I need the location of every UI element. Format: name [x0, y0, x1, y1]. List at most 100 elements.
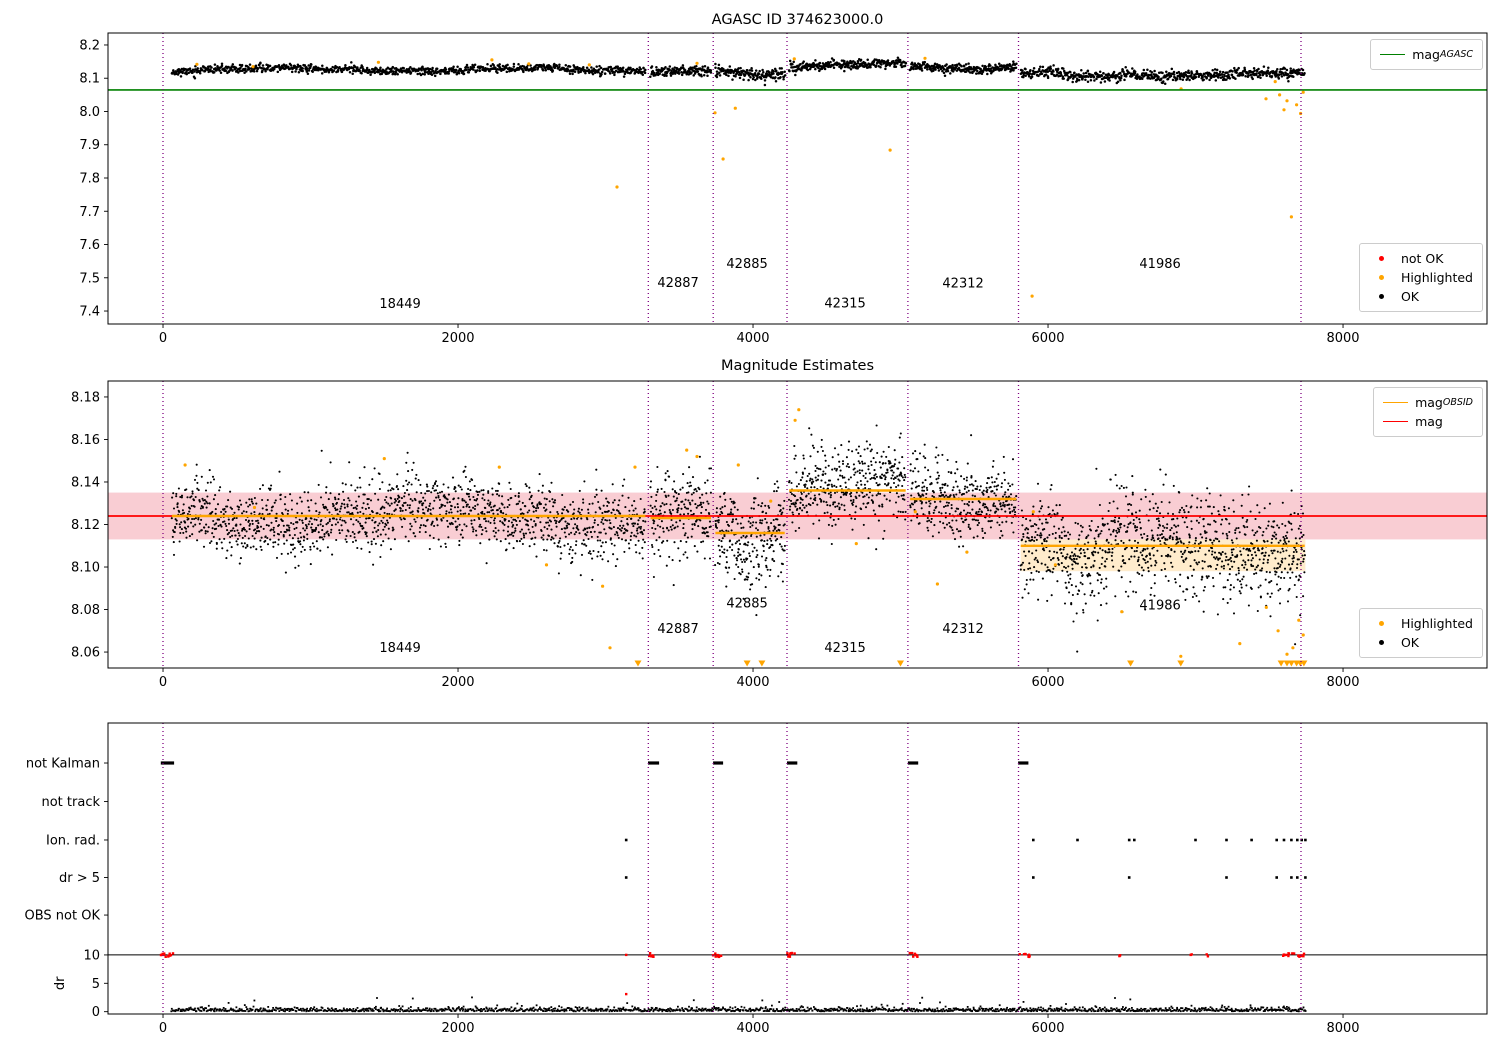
magnitude-estimates-chart: 0 2000 4000 6000 8000 8.18 8.16 8.14 8.12 8.10 8.0…	[71, 380, 1488, 690]
dr-gt5-marks	[624, 876, 1307, 879]
flag-category-label: not Kalman	[26, 757, 100, 772]
y-tick-label: 8.06	[71, 646, 100, 661]
legend-label: mag	[1412, 47, 1440, 62]
orange-dot-swatch	[1378, 621, 1384, 626]
x-tick-label: 0	[159, 675, 167, 690]
clipped-low-marker	[1277, 660, 1285, 667]
y-tick-label: 7.8	[79, 172, 100, 187]
y-axis-ticks: 8.2 8.1 8.0 7.9 7.8 7.7 7.6 7.5 7.4	[79, 38, 108, 320]
agasc-mags-chart: 0 2000 4000 6000 8000 8.2 8.1 8.0 7.9 7.8 7.7 7.6 7.…	[79, 32, 1488, 346]
dr-tick-label: 5	[92, 977, 100, 992]
legend-item: OK	[1369, 287, 1473, 306]
legend-mags-points: not OK Highlighted OK	[1358, 243, 1483, 312]
y-tick-label: 7.4	[79, 305, 100, 320]
legend-item: not OK	[1369, 249, 1473, 268]
dr-points	[170, 996, 1307, 1013]
clipped-low-marker	[897, 660, 904, 667]
obsid-label: 42312	[942, 277, 983, 292]
x-tick-label: 2000	[441, 331, 474, 346]
legend-mag-agasc: mag AGASC	[1370, 39, 1483, 70]
legend-label: mag	[1415, 414, 1443, 429]
x-tick-label: 4000	[736, 331, 769, 346]
green-line-swatch	[1380, 54, 1406, 55]
ion-rad-marks	[624, 838, 1307, 842]
obsid-divider-lines	[162, 33, 1302, 324]
x-tick-label: 6000	[1031, 1021, 1064, 1036]
orange-dot-swatch	[1378, 275, 1384, 280]
legend-item: mag AGASC	[1380, 45, 1473, 64]
y-tick-label: 8.16	[71, 433, 100, 448]
flags-chart: not Kalman not track Ion. rad. dr > 5 OBS no…	[25, 722, 1488, 1036]
y-tick-label: 7.9	[79, 138, 100, 153]
y-tick-label: 8.2	[79, 38, 100, 53]
x-tick-label: 6000	[1031, 331, 1064, 346]
legend-label: not OK	[1400, 251, 1444, 266]
obsid-label: 41986	[1139, 599, 1180, 614]
x-tick-label: 2000	[441, 1021, 474, 1036]
red-dot-swatch	[1378, 256, 1384, 261]
y-axis-ticks: 8.18 8.16 8.14 8.12 8.10 8.08 8.06	[71, 390, 108, 661]
obsid-label: 18449	[379, 297, 420, 312]
clipped-low-marker	[1300, 660, 1308, 667]
legend-item: OK	[1369, 633, 1473, 652]
legend-estimates-lines: mag OBSID mag	[1373, 387, 1483, 437]
obsid-label: 42315	[824, 297, 865, 312]
flag-category-label: Ion. rad.	[46, 833, 100, 848]
dr-tick-label: 0	[92, 1005, 100, 1020]
flag-category-label: dr > 5	[59, 871, 100, 886]
x-tick-label: 8000	[1326, 1021, 1359, 1036]
x-tick-label: 0	[159, 331, 167, 346]
legend-item: Highlighted	[1369, 614, 1473, 633]
ok-points	[170, 56, 1306, 87]
x-tick-label: 8000	[1326, 331, 1359, 346]
axes-spine	[107, 722, 1488, 1015]
legend-item: Highlighted	[1369, 268, 1473, 287]
clipped-low-marker	[758, 660, 766, 667]
y-tick-label: 8.18	[71, 390, 100, 405]
y-tick-label: 8.12	[71, 518, 100, 533]
x-axis-ticks: 0 2000 4000 6000 8000	[159, 668, 1360, 690]
legend-label: mag	[1415, 395, 1443, 410]
y-tick-label: 8.14	[71, 475, 100, 490]
obsid-label: 18449	[379, 641, 420, 656]
legend-label: Highlighted	[1400, 616, 1473, 631]
obsid-label: 42887	[657, 622, 698, 637]
flag-category-label: not track	[41, 795, 100, 810]
ok-points	[170, 424, 1306, 653]
dr-10-red-points	[159, 951, 1306, 996]
legend-estimates-points: Highlighted OK	[1358, 608, 1483, 658]
y-tick-label: 8.08	[71, 603, 100, 618]
dr-axis-label: dr	[53, 976, 68, 990]
clipped-low-marker	[1287, 660, 1295, 667]
y-tick-label: 7.7	[79, 205, 100, 220]
legend-label-subscript: AGASC	[1439, 49, 1473, 60]
legend-label-subscript: OBSID	[1442, 397, 1473, 408]
black-dot-swatch	[1378, 640, 1384, 645]
obsid-label: 42885	[726, 596, 767, 611]
y-tick-label: 8.1	[79, 72, 100, 87]
clipped-low-marker	[1177, 660, 1185, 667]
legend-item: mag OBSID	[1383, 393, 1473, 412]
obsid-label: 42885	[726, 257, 767, 272]
clipped-low-marker	[1127, 660, 1135, 667]
y-tick-label: 7.5	[79, 271, 100, 286]
y-tick-label: 8.0	[79, 105, 100, 120]
obsid-label: 42315	[824, 641, 865, 656]
axes-spine	[107, 32, 1488, 325]
orange-line-swatch	[1383, 402, 1409, 403]
x-tick-label: 4000	[736, 1021, 769, 1036]
obsid-label: 42312	[942, 622, 983, 637]
x-tick-label: 0	[159, 1021, 167, 1036]
legend-label: OK	[1400, 289, 1419, 304]
legend-label: OK	[1400, 635, 1419, 650]
chart2-title: Magnitude Estimates	[720, 358, 875, 374]
dr-tick-label: 10	[83, 948, 100, 963]
obsid-label: 41986	[1139, 257, 1180, 272]
legend-label: Highlighted	[1400, 270, 1473, 285]
x-axis-ticks: 0 2000 4000 6000 8000	[159, 324, 1360, 346]
black-dot-swatch	[1378, 294, 1384, 299]
legend-item: mag	[1383, 412, 1473, 431]
x-axis-ticks: 0 2000 4000 6000 8000	[159, 1014, 1360, 1036]
